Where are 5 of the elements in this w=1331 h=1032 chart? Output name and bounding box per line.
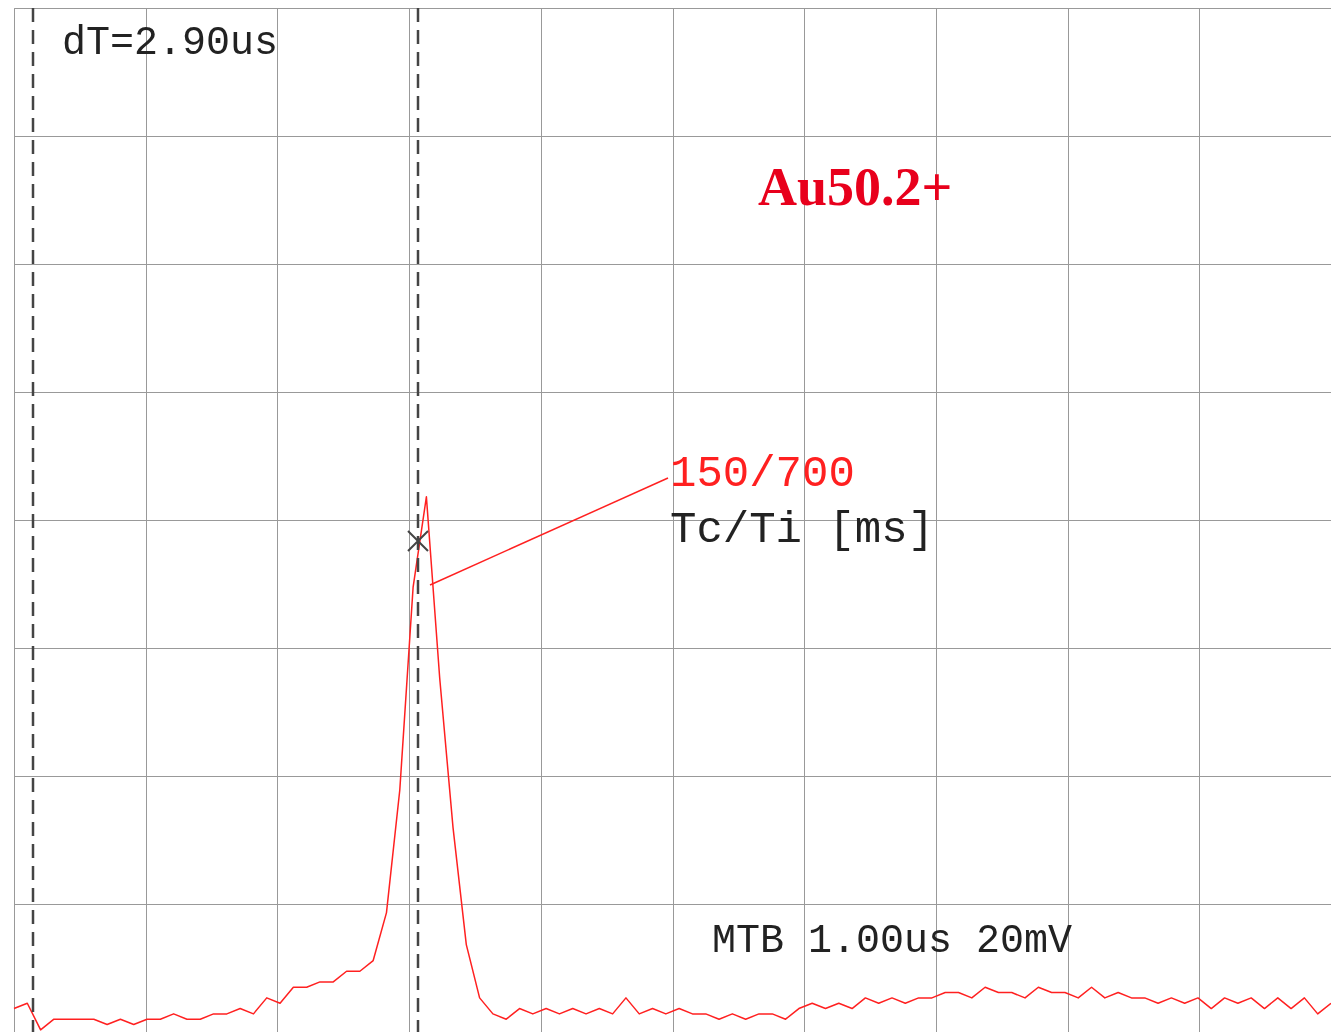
annotation: Tc/Ti [ms] [670,505,935,555]
annotation: 150/700 [670,449,855,499]
annotation: MTB 1.00us 20mV [712,919,1073,964]
text: dT=2.90us [62,21,279,66]
text: Au50.2+ [758,157,953,217]
